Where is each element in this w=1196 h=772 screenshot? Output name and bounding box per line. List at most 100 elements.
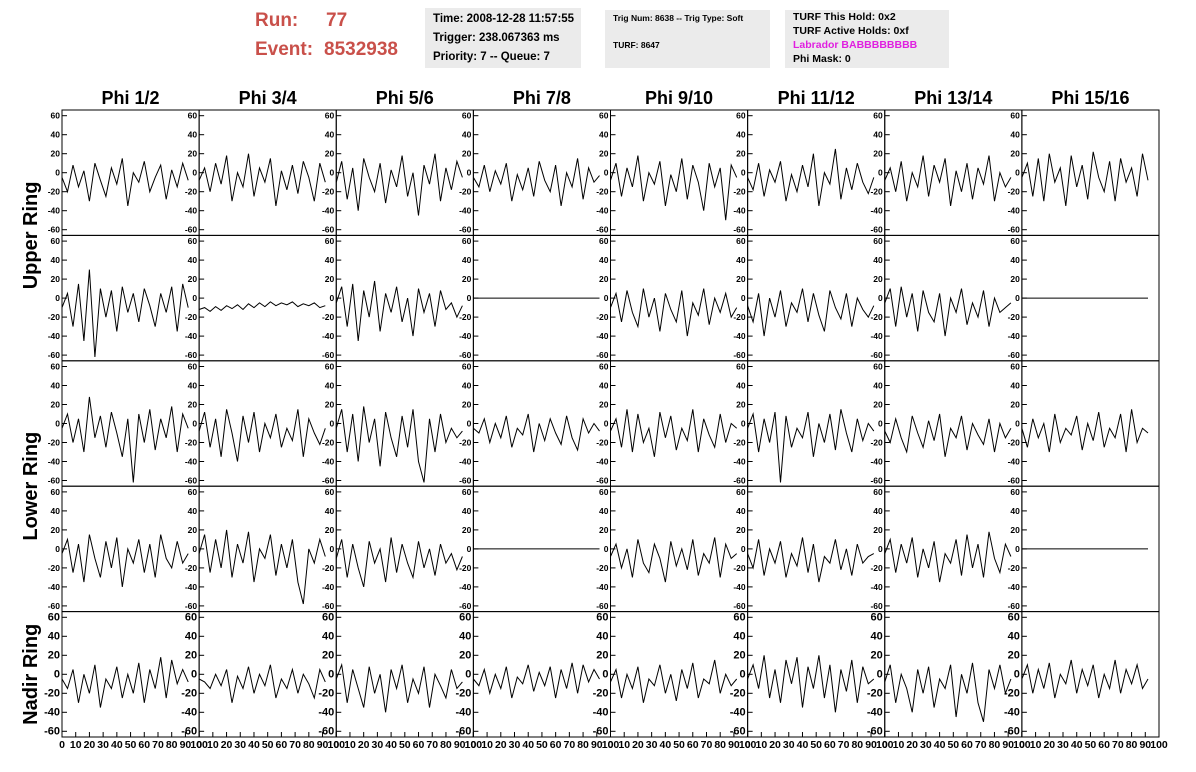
y-tick-label: 60	[599, 362, 609, 372]
y-tick-label: 40	[51, 130, 61, 140]
x-tick-label: 0	[59, 739, 65, 751]
y-tick-label: 40	[459, 630, 471, 642]
x-tick-label: 40	[248, 739, 260, 751]
y-tick-label: 60	[51, 362, 61, 372]
x-tick-label: 80	[577, 739, 589, 751]
y-tick-label: 20	[736, 525, 746, 535]
y-tick-label: 20	[185, 649, 197, 661]
y-tick-label: 20	[733, 649, 745, 661]
y-tick-label: 60	[462, 487, 472, 497]
x-tick-label: 40	[111, 739, 123, 751]
y-tick-label: 40	[188, 255, 198, 265]
waveform	[747, 655, 875, 713]
waveform	[335, 662, 463, 713]
y-tick-label: 0	[741, 544, 746, 554]
y-tick-label: 60	[51, 111, 61, 121]
panel-frame	[747, 360, 886, 487]
y-tick-label: 60	[736, 111, 746, 121]
panel-frame	[472, 611, 611, 738]
y-tick-label: -40	[322, 582, 335, 592]
x-tick-label: 80	[989, 739, 1001, 751]
ring-label: Lower Ring	[20, 432, 42, 541]
y-tick-label: -60	[185, 225, 198, 235]
x-tick-label: 100	[1150, 739, 1168, 751]
y-tick-label: -60	[730, 725, 746, 737]
y-tick-label: -60	[1008, 601, 1021, 611]
y-tick-label: -60	[870, 601, 883, 611]
y-tick-label: 20	[736, 149, 746, 159]
y-tick-label: 20	[325, 525, 335, 535]
waveform	[610, 409, 738, 457]
y-tick-label: -40	[596, 457, 609, 467]
y-tick-label: -20	[185, 563, 198, 573]
y-tick-label: 40	[462, 255, 472, 265]
y-tick-label: 0	[54, 668, 60, 680]
y-tick-label: 60	[51, 487, 61, 497]
waveform	[747, 288, 875, 337]
ring-label: Nadir Ring	[20, 624, 42, 725]
y-tick-label: -60	[596, 225, 609, 235]
x-tick-label: 10	[893, 739, 905, 751]
y-tick-label: 0	[740, 668, 746, 680]
x-tick-label: 60	[1098, 739, 1110, 751]
y-tick-label: 60	[462, 362, 472, 372]
y-tick-label: 0	[1014, 668, 1020, 680]
y-tick-label: -40	[870, 457, 883, 467]
turf-line: TURF This Hold: 0x2	[793, 11, 896, 23]
y-tick-label: -20	[459, 563, 472, 573]
y-tick-label: 40	[185, 630, 197, 642]
y-tick-label: -20	[48, 312, 61, 322]
y-tick-label: -60	[867, 725, 883, 737]
y-tick-label: -60	[593, 725, 609, 737]
y-tick-label: -60	[322, 476, 335, 486]
y-tick-label: -20	[185, 438, 198, 448]
y-tick-label: 40	[188, 381, 198, 391]
column-title: Phi 11/12	[778, 88, 855, 108]
y-tick-label: 40	[462, 381, 472, 391]
y-tick-label: -20	[867, 687, 883, 699]
y-tick-label: 60	[188, 362, 198, 372]
y-tick-label: 60	[462, 236, 472, 246]
time-box: Time: 2008-12-28 11:57:55 Trigger: 238.06…	[425, 8, 581, 68]
waveform	[1021, 659, 1149, 699]
y-tick-label: 20	[736, 400, 746, 410]
y-tick-label: -40	[48, 582, 61, 592]
y-tick-label: -60	[870, 350, 883, 360]
x-tick-label: 30	[97, 739, 109, 751]
y-tick-label: -40	[185, 331, 198, 341]
y-tick-label: 60	[188, 236, 198, 246]
y-tick-label: -60	[733, 476, 746, 486]
y-tick-label: -20	[1008, 312, 1021, 322]
x-tick-label: 40	[797, 739, 809, 751]
y-tick-label: 20	[48, 649, 60, 661]
run-label: Run:	[255, 10, 299, 31]
y-tick-label: -60	[48, 601, 61, 611]
y-tick-label: -60	[1004, 725, 1020, 737]
y-tick-label: 40	[736, 506, 746, 516]
y-tick-label: 0	[877, 668, 883, 680]
y-tick-label: 60	[1010, 362, 1020, 372]
x-tick-label: 100	[876, 739, 894, 751]
x-tick-label: 0	[196, 739, 202, 751]
y-tick-label: 20	[873, 274, 883, 284]
x-tick-label: 100	[739, 739, 757, 751]
y-tick-label: -40	[733, 457, 746, 467]
y-tick-label: -20	[870, 563, 883, 573]
x-tick-label: 30	[372, 739, 384, 751]
y-tick-label: -40	[870, 582, 883, 592]
y-tick-label: -20	[733, 312, 746, 322]
y-tick-label: -60	[48, 476, 61, 486]
y-tick-label: -20	[322, 312, 335, 322]
waveform	[198, 529, 326, 605]
y-tick-label: -40	[1008, 457, 1021, 467]
y-tick-label: 40	[733, 630, 745, 642]
y-tick-label: 20	[1010, 149, 1020, 159]
y-tick-label: 40	[736, 255, 746, 265]
y-tick-label: 0	[330, 419, 335, 429]
y-tick-label: -20	[733, 187, 746, 197]
x-tick-label: 50	[810, 739, 822, 751]
y-tick-label: -40	[318, 706, 334, 718]
x-tick-label: 20	[769, 739, 781, 751]
x-tick-label: 100	[602, 739, 620, 751]
y-tick-label: 0	[741, 419, 746, 429]
